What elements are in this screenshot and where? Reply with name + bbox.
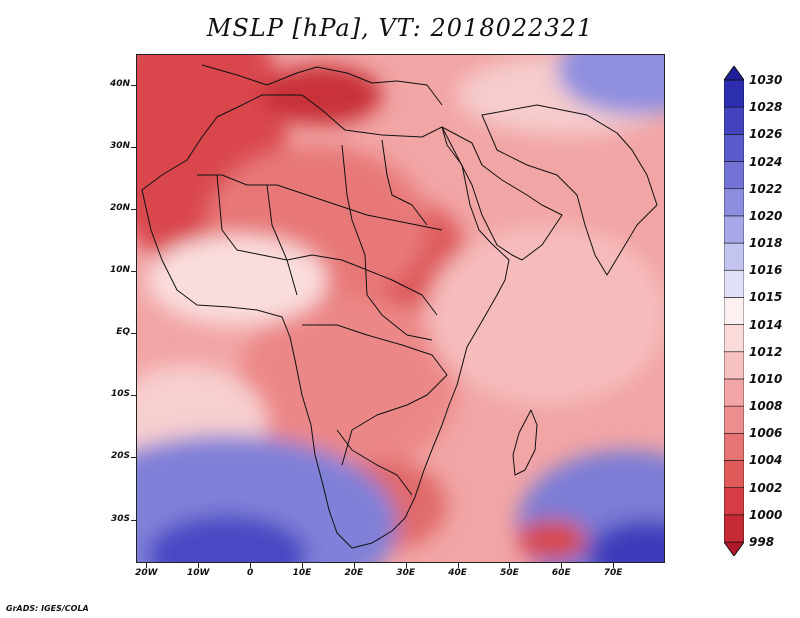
colorbar-swatch — [724, 161, 744, 190]
colorbar-swatch — [724, 514, 744, 543]
arabia-coastline — [441, 126, 563, 261]
lat-tick — [131, 395, 136, 397]
lon-label: 40E — [448, 568, 467, 578]
colorbar-label: 1004 — [749, 453, 783, 468]
colorbar-label: 1028 — [749, 100, 783, 115]
colorbar-max-arrow — [724, 66, 744, 81]
colorbar-swatch — [724, 215, 744, 244]
colorbar-label: 1014 — [749, 317, 783, 332]
colorbar-swatch — [724, 324, 744, 353]
border-line-2 — [216, 174, 438, 316]
lat-label: 30S — [110, 513, 130, 524]
border-line-5 — [381, 139, 428, 226]
lat-label: 30N — [109, 141, 130, 152]
lat-tick — [131, 333, 136, 335]
asia-high — [557, 55, 664, 115]
lat-tick — [131, 147, 136, 149]
lon-label: 0 — [246, 568, 254, 578]
lon-tick — [561, 563, 563, 568]
south-atlantic-high-core — [147, 515, 307, 562]
map-title: MSLP [hPa], VT: 2018022321 — [206, 14, 594, 42]
lat-tick — [131, 519, 136, 521]
lat-label: EQ — [116, 327, 130, 338]
lat-label: 20S — [110, 451, 130, 462]
colorbar-label: 1000 — [749, 507, 783, 522]
border-line-7 — [336, 429, 413, 496]
lat-label: 20N — [109, 203, 130, 214]
colorbar-swatch — [724, 297, 744, 325]
colorbar-swatch — [724, 106, 744, 135]
lon-label: 60E — [551, 568, 571, 578]
colorbar-label: 1024 — [749, 154, 783, 169]
colorbar-label: 1018 — [749, 236, 783, 251]
colorbar-label: 1015 — [749, 290, 783, 305]
coastlines — [141, 64, 658, 549]
gulf-of-guinea-ridge — [147, 235, 327, 325]
lon-tick — [146, 563, 148, 568]
lat-tick — [131, 457, 136, 459]
lon-tick — [613, 563, 615, 568]
lat-tick — [131, 85, 136, 87]
lon-label: 70E — [603, 568, 623, 578]
africa-coastline — [141, 94, 510, 549]
lon-tick — [457, 563, 459, 568]
madagascar-coastline — [512, 409, 538, 476]
lon-tick — [405, 563, 407, 568]
colorbar-swatch — [724, 188, 744, 217]
lon-tick — [250, 563, 252, 568]
lat-label: 10S — [110, 389, 130, 400]
lat-label: 40N — [109, 79, 130, 90]
colorbar-swatch — [724, 242, 744, 271]
colorbar-swatch — [724, 378, 744, 407]
footer-credit: GrADS: IGES/COLA — [6, 604, 89, 613]
lon-tick — [198, 563, 200, 568]
lon-label: 10W — [187, 568, 210, 578]
colorbar-swatch — [724, 460, 744, 488]
colorbar-label: 1030 — [749, 73, 783, 87]
border-line-6 — [302, 324, 448, 466]
colorbar-swatch — [724, 79, 744, 108]
mascarene-low — [517, 520, 587, 560]
indian-ocean-field — [427, 225, 664, 405]
colorbar-swatch — [724, 432, 744, 461]
colorbar-label: 1016 — [749, 263, 783, 278]
colorbar-swatch — [724, 269, 744, 298]
colorbar-label: 1008 — [749, 399, 783, 414]
lon-label: 10E — [292, 568, 312, 578]
asia-coastline — [481, 104, 658, 276]
lon-label: 30E — [396, 568, 416, 578]
pressure-field — [137, 55, 664, 562]
lon-tick — [353, 563, 355, 568]
colorbar-label: 1002 — [749, 480, 783, 495]
lon-tick — [301, 563, 303, 568]
colorbar-label: 998 — [749, 535, 775, 549]
colorbar-label: 1006 — [749, 426, 783, 441]
mediterranean-low — [262, 65, 382, 125]
lon-label: 20E — [344, 568, 364, 578]
south-indian-high-core — [587, 520, 664, 562]
lat-tick — [131, 209, 136, 211]
border-line-4 — [341, 144, 433, 341]
border-line-3 — [266, 184, 298, 296]
lat-tick — [131, 271, 136, 273]
colorbar-label: 1022 — [749, 181, 783, 196]
central-africa-field — [237, 295, 457, 475]
pressure-map[interactable] — [136, 54, 665, 563]
lon-label: 50E — [500, 568, 519, 578]
lon-label: 20W — [135, 568, 158, 578]
lon-tick — [509, 563, 511, 568]
colorbar-swatch — [724, 134, 744, 162]
lat-label: 10N — [109, 265, 130, 276]
colorbar-swatch — [724, 405, 744, 434]
colorbar-swatch — [724, 351, 744, 380]
border-line-1 — [197, 174, 443, 231]
colorbar-label: 1012 — [749, 344, 783, 359]
colorbar-min-arrow — [724, 541, 744, 556]
europe-coastline — [201, 64, 443, 106]
colorbar-label: 1026 — [749, 127, 783, 142]
colorbar-swatch — [724, 487, 744, 516]
colorbar-label: 1020 — [749, 208, 783, 223]
colorbar-label: 1010 — [749, 371, 783, 386]
colorbar — [724, 66, 744, 556]
